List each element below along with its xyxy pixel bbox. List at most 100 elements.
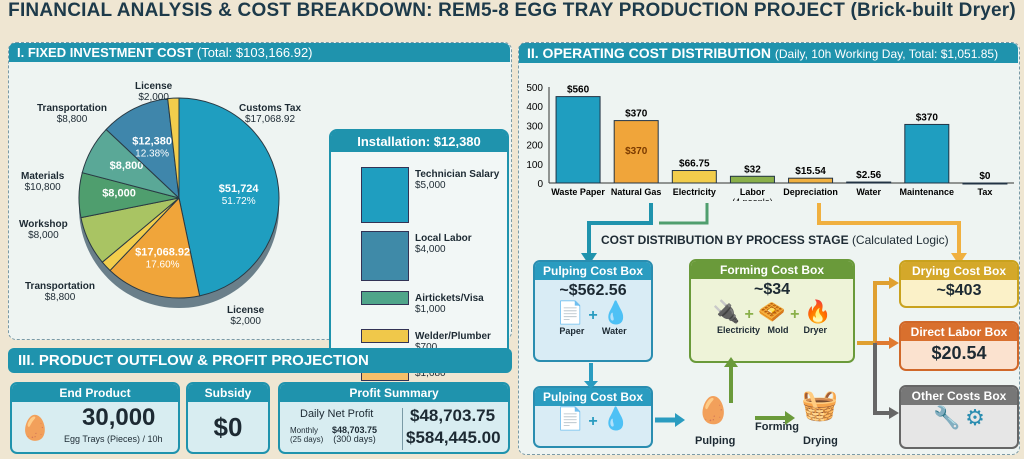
installation-segment [361, 231, 409, 281]
drying-cost-value: ~$403 [936, 282, 982, 299]
label-customs-tax: Customs Tax $17,068.92 [239, 103, 302, 125]
bar-data-label: $0 [979, 171, 991, 182]
pie-slice [105, 98, 180, 200]
bar-data-label: $560 [567, 85, 590, 96]
plug-icon: 🔌 [712, 299, 741, 324]
end-product-value: 30,000 [82, 404, 156, 431]
water-drop-icon: 💧 [602, 300, 630, 325]
bar-data-label: $15.54 [795, 166, 826, 177]
bar-chart: 0 100 200 300 400 500 $560 Waste Paper $370 Natur… [526, 83, 1014, 201]
forming-cost-value: ~$34 [753, 281, 791, 298]
y-tick-label: 300 [526, 121, 543, 132]
divider [402, 408, 403, 450]
forming-cost-box: Forming Cost Box ~$34 🔌 + 🧇 + 🔥 Electric… [689, 259, 855, 363]
pie-slice-label: $8,800 [110, 160, 144, 172]
pie-slice-label: $12,380 [132, 135, 172, 147]
y-tick-label: 0 [537, 179, 543, 190]
label-workshop: Workshop $8,000 [19, 219, 68, 241]
labor-cost-value: $20.54 [931, 343, 987, 363]
x-tick-label: Natural Gas [611, 187, 662, 197]
bar-data-label: $370 [625, 109, 648, 120]
bar [613, 120, 659, 184]
installation-segment [361, 329, 409, 343]
pie-slice [167, 97, 180, 199]
direct-labor-box: Direct Labor Box $20.54 [899, 321, 1019, 371]
y-tick-label: 200 [526, 141, 543, 152]
section1-header: I. FIXED INVESTMENT COST (Total: $103,16… [9, 43, 510, 62]
mold-icon: 🧇 [758, 299, 786, 324]
water-drop-icon: 💧 [602, 406, 630, 431]
x-tick-label: Water [856, 187, 881, 197]
label-transportation-bottom: Transportation $8,800 [25, 281, 96, 303]
installation-segment [361, 167, 409, 223]
paper-stack-icon: 📄 [556, 406, 584, 431]
operating-cost-panel: II. OPERATING COST DISTRIBUTION (Daily, … [518, 42, 1020, 455]
pie-slice [178, 97, 280, 297]
x-tick-label: Labor [740, 187, 765, 197]
section1-total: (Total: $103,166.92) [196, 45, 313, 60]
bar-data-label: $66.75 [679, 159, 710, 170]
forming-stage-label: Forming [755, 421, 799, 433]
x-tick-label: Tax [978, 187, 993, 197]
installation-title: Installation: $12,380 [331, 131, 507, 152]
section1-title: I. FIXED INVESTMENT COST [17, 45, 194, 60]
pie-slice-label: $51,724 [219, 183, 260, 195]
installation-item-label: Local Labor $4,000 [415, 233, 472, 255]
bar [846, 181, 892, 184]
label-materials: Materials $10,800 [21, 171, 65, 193]
egg-tray-icon: 🥚 [20, 415, 50, 442]
y-tick-label: 500 [526, 83, 543, 94]
end-product-title: End Product [12, 384, 178, 402]
pulping-stage-label: Pulping [695, 435, 736, 447]
bar [729, 175, 775, 184]
pie-slice-percent: 12.38% [135, 148, 169, 159]
pie-slice-label: $8,000 [102, 187, 136, 199]
monthly-value: $48,703.75 (300 days) [332, 425, 378, 444]
x-tick-label: Maintenance [900, 187, 955, 197]
x-tick-label: Waste Paper [551, 187, 605, 197]
end-product-card: End Product 🥚 30,000 Egg Trays (Pieces) … [10, 382, 180, 454]
flow-arrows [581, 203, 967, 265]
pulping-cost-value: ~$562.56 [559, 282, 627, 299]
dryer-machine-icon: 🧺 [801, 389, 839, 422]
daily-profit-label: Daily Net Profit [300, 408, 374, 420]
drying-stage-label: Drying [803, 435, 838, 447]
daily-profit-value: $48,703.75 [410, 406, 496, 425]
tools-icon: 🔧 [933, 405, 961, 430]
subsidy-card: Subsidy $0 [186, 382, 270, 454]
pulping-cost-box-2: Pulping Cost Box 📄 + 💧 [533, 386, 653, 448]
paper-label: Paper [559, 326, 585, 336]
bar-data-label: $32 [744, 164, 761, 175]
bar [788, 177, 834, 184]
x-tick-label: Depreciation [783, 187, 838, 197]
installation-breakdown: Installation: $12,380 Technician Salary $… [329, 129, 509, 381]
y-tick-label: 400 [526, 102, 543, 113]
drying-cost-box: Drying Cost Box ~$403 [899, 260, 1019, 308]
process-title: COST DISTRIBUTION BY PROCESS STAGE (Calc… [601, 233, 949, 247]
label-license-bottom: License $2,000 [227, 305, 265, 327]
installation-item-label: Airtickets/Visa $1,000 [415, 293, 484, 315]
bar [555, 96, 601, 184]
pulping-cost-box: Pulping Cost Box ~$562.56 📄 + 💧 Paper Wa… [533, 260, 653, 362]
bar-data-label: $2.56 [856, 170, 881, 181]
profit-summary-card: Profit Summary Daily Net Profit Monthly(… [278, 382, 510, 454]
bar-inner-label: $370 [625, 146, 648, 157]
subsidy-title: Subsidy [188, 384, 268, 402]
fixed-investment-panel: I. FIXED INVESTMENT COST (Total: $103,16… [8, 42, 512, 381]
section2-header: II. OPERATING COST DISTRIBUTION (Daily, … [519, 43, 1018, 63]
subsidy-value: $0 [213, 412, 243, 442]
x-tick-label: Electricity [673, 187, 716, 197]
label-license-top: License $2,000 [135, 81, 173, 103]
gear-icon: ⚙ [965, 405, 985, 430]
label-transportation-top: Transportation $8,800 [37, 103, 108, 125]
egg-tray-icon: 🥚 [697, 395, 730, 425]
end-product-unit: Egg Trays (Pieces) / 10h [64, 434, 163, 444]
paper-stack-icon: 📄 [556, 300, 584, 325]
installation-item-label: Welder/Plumber$700 [415, 331, 491, 353]
annual-profit-value: $584,445.00 [406, 428, 501, 447]
profit-title: Profit Summary [280, 384, 508, 402]
monthly-label: Monthly (25 days) [290, 426, 324, 444]
page-title: FINANCIAL ANALYSIS & COST BREAKDOWN: REM… [8, 0, 1016, 21]
fire-icon: 🔥 [803, 299, 832, 324]
